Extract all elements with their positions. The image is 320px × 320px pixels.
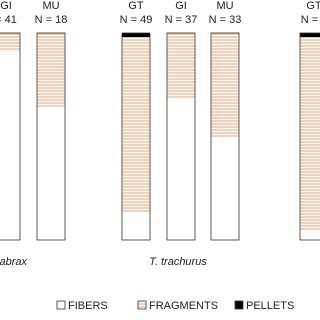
group: T. trachurus — [149, 256, 207, 268]
category-label: GI — [0, 0, 12, 12]
bar-segment — [167, 33, 195, 100]
category-label: GT — [306, 0, 320, 12]
bar-outline — [166, 32, 196, 241]
n-label: = 41 — [0, 14, 17, 26]
bar-segment — [37, 107, 65, 241]
category-label: GI — [175, 0, 187, 12]
n-label: N = 37 — [165, 14, 198, 26]
bar-segment — [300, 229, 320, 240]
bar-segment — [211, 33, 239, 137]
bar-segment — [300, 37, 320, 230]
legend-swatch — [234, 300, 244, 310]
category-label: GT — [128, 0, 144, 12]
bar-segment — [211, 136, 239, 240]
bar-outline — [0, 32, 21, 241]
bar-outline — [299, 32, 320, 241]
legend-swatch — [56, 300, 66, 310]
n-label: N = 49 — [120, 14, 153, 26]
bar-segment — [122, 213, 150, 240]
bar-segment — [0, 33, 20, 52]
legend-label: FIBERS — [68, 300, 108, 312]
legend-label: PELLETS — [246, 300, 294, 312]
n-label: N = 5 — [301, 14, 320, 26]
legend-swatch — [137, 300, 147, 310]
bar-outline — [210, 32, 240, 241]
group: labrax — [0, 256, 27, 268]
bar-outline — [36, 32, 66, 241]
bar-segment — [122, 37, 150, 214]
category-label: MU — [42, 0, 59, 12]
bar-outline — [121, 32, 151, 241]
bar-segment — [37, 33, 65, 108]
n-label: N = 33 — [209, 14, 242, 26]
n-label: N = 18 — [35, 14, 68, 26]
bar-segment — [300, 33, 320, 38]
bar-segment — [122, 33, 150, 38]
bar-segment — [0, 51, 20, 240]
category-label: MU — [216, 0, 233, 12]
bar-segment — [167, 99, 195, 241]
legend-label: FRAGMENTS — [149, 300, 218, 312]
